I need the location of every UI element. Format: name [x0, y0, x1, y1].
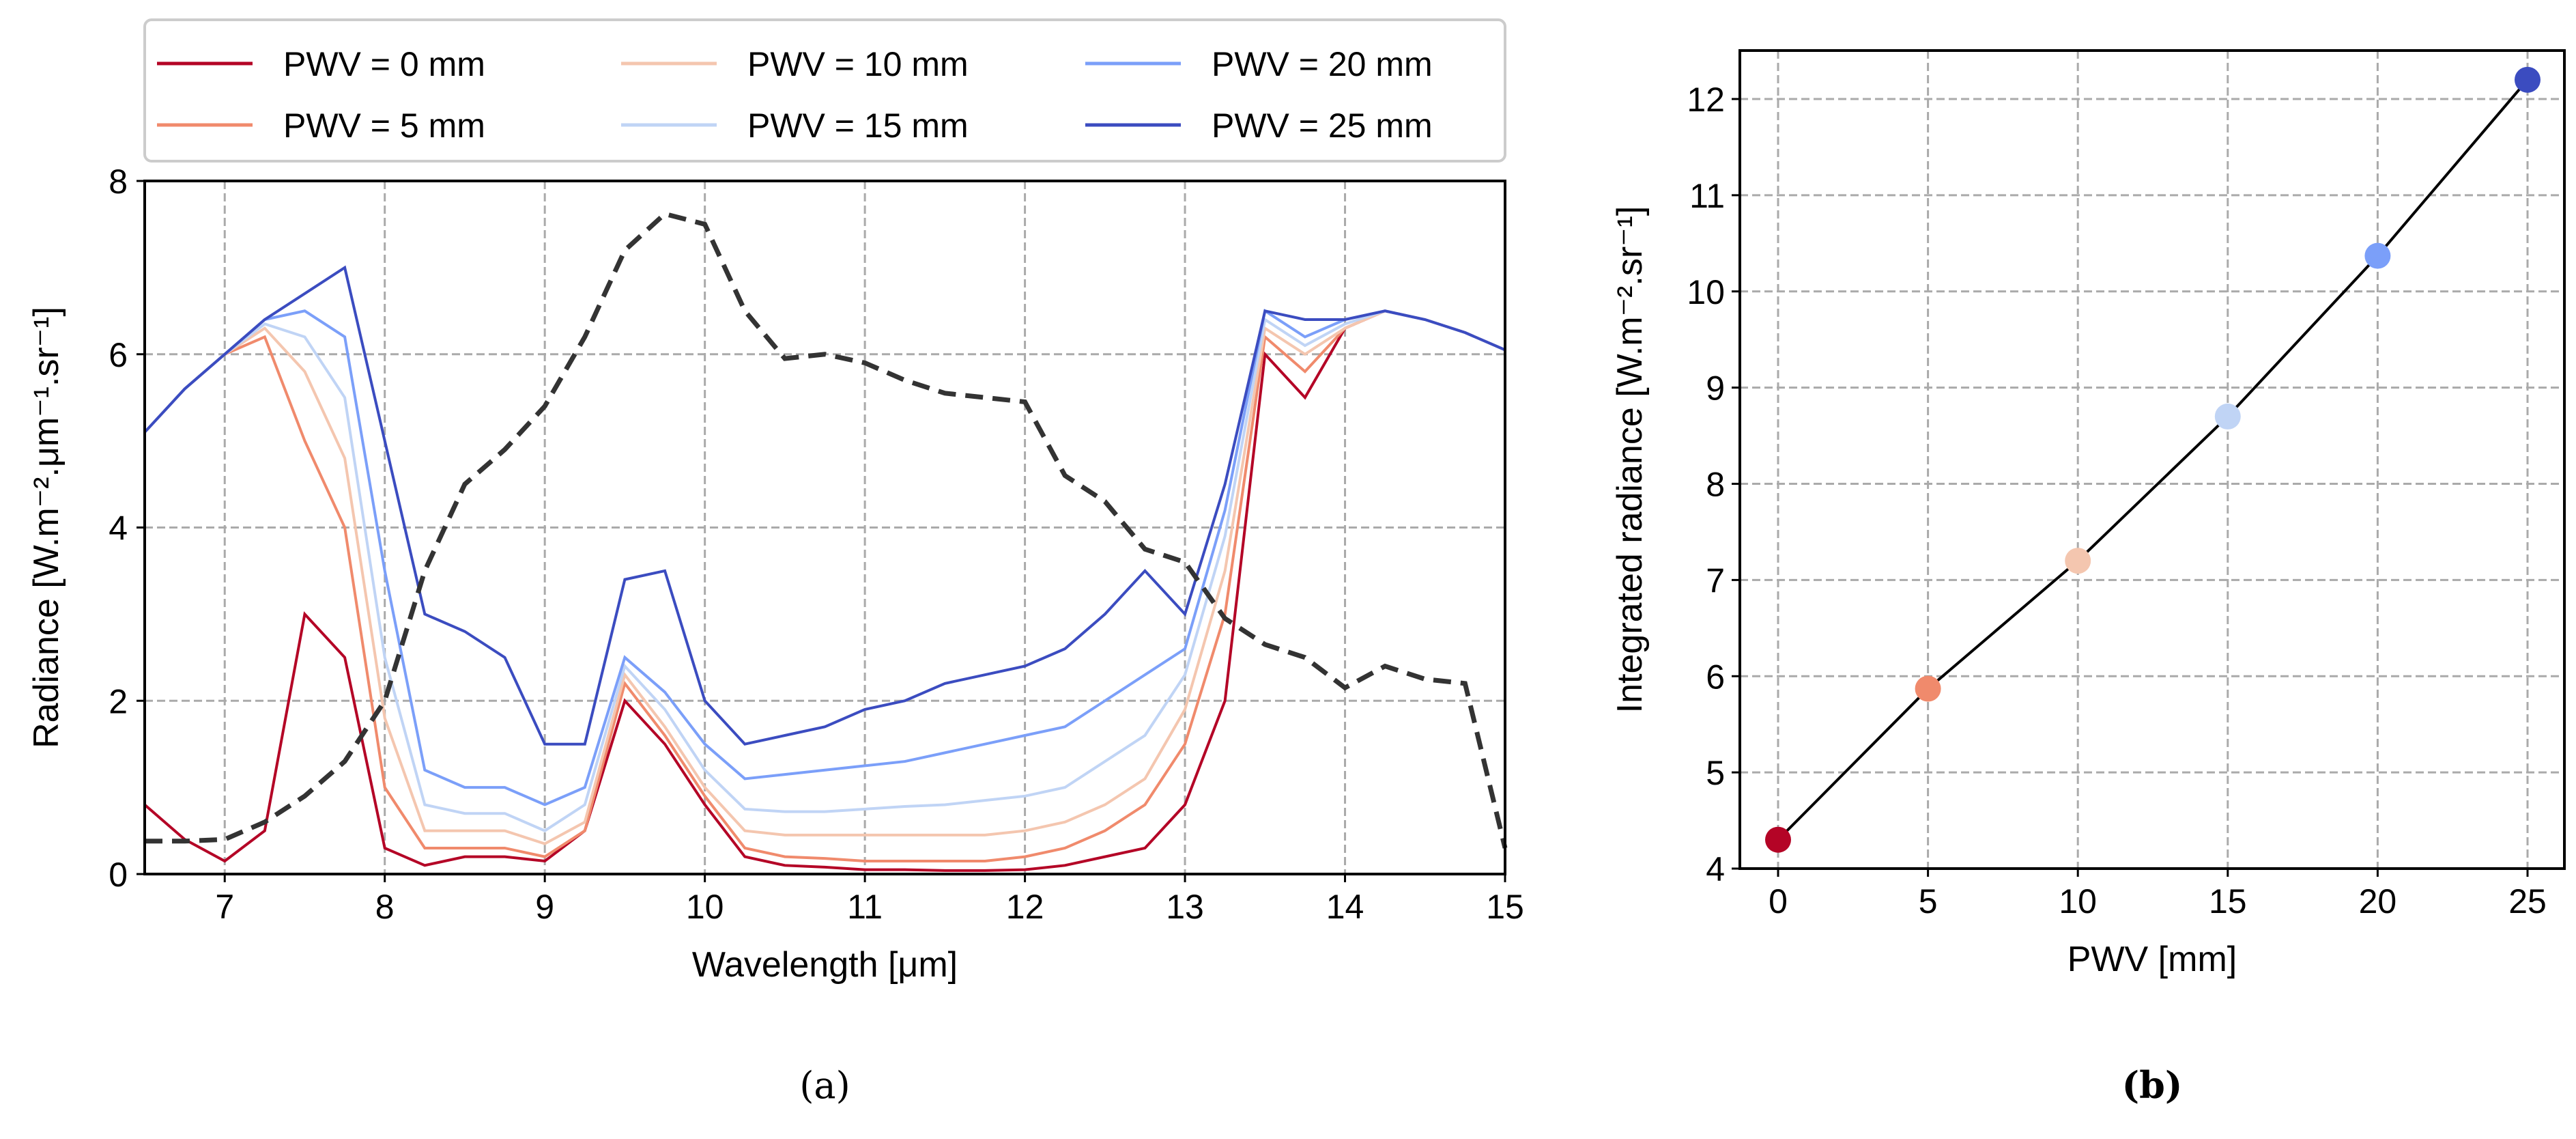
legend-label: PWV = 20 mm: [1212, 45, 1433, 83]
x-tick-label: 12: [1006, 888, 1044, 926]
plot-frame-b: [1738, 49, 2566, 870]
data-point: [1915, 675, 1941, 702]
series-line-5: [143, 265, 1506, 746]
legend-label: PWV = 5 mm: [283, 107, 485, 145]
series-line-2: [143, 309, 1506, 845]
legend-label: PWV = 15 mm: [747, 107, 969, 145]
plot-frame-a: [143, 180, 1506, 875]
x-tick-label: 13: [1166, 888, 1204, 926]
series-line-3: [143, 309, 1506, 832]
data-point: [2214, 403, 2241, 430]
y-tick-label: 12: [1687, 81, 1725, 119]
x-tick-label: 11: [847, 888, 883, 926]
y-tick-label: 2: [109, 682, 128, 720]
x-tick-label: 10: [686, 888, 724, 926]
x-tick-label: 15: [1486, 888, 1524, 926]
data-point: [2364, 242, 2391, 269]
y-tick-label: 5: [1706, 754, 1725, 792]
legend-label: PWV = 0 mm: [283, 45, 485, 83]
data-point: [1765, 826, 1791, 853]
x-tick-label: 10: [2059, 882, 2097, 920]
x-tick-label: 0: [1769, 882, 1788, 920]
y-tick-label: 7: [1706, 561, 1725, 600]
y-tick-label: 4: [1706, 850, 1725, 888]
legend-label: PWV = 10 mm: [747, 45, 969, 83]
x-tick-label: 8: [375, 888, 395, 926]
y-tick-label: 9: [1706, 369, 1725, 408]
panel-label-a: (a): [799, 1064, 850, 1107]
x-tick-label: 20: [2359, 882, 2397, 920]
x-tick-label: 5: [1919, 882, 1938, 920]
y-tick-label: 6: [1706, 658, 1725, 696]
y-tick-label: 10: [1687, 273, 1725, 311]
series-line-1: [143, 309, 1506, 862]
series-line-4: [143, 309, 1506, 806]
series-line-0: [143, 309, 1506, 872]
x-tick-label: 9: [535, 888, 554, 926]
dashed-reference-curve: [145, 211, 1508, 849]
y-tick-label: 11: [1689, 177, 1725, 215]
fit-line: [1777, 79, 2529, 841]
y-tick-label: 8: [1706, 466, 1725, 504]
panel-label-b: (b): [2122, 1063, 2183, 1107]
x-axis-label: Wavelength [μm]: [692, 945, 958, 985]
legend-label: PWV = 25 mm: [1212, 107, 1433, 145]
y-axis-label: Radiance [W.m⁻².μm⁻¹.sr⁻¹]: [27, 307, 66, 748]
y-tick-label: 6: [109, 336, 128, 374]
y-tick-label: 4: [109, 509, 128, 548]
y-tick-label: 8: [109, 163, 128, 201]
x-tick-label: 25: [2508, 882, 2547, 920]
y-tick-label: 0: [109, 856, 128, 894]
x-tick-label: 7: [215, 888, 234, 926]
y-axis-label: Integrated radiance [W.m⁻².sr⁻¹]: [1610, 206, 1650, 714]
x-tick-label: 14: [1326, 888, 1364, 926]
data-point: [2065, 548, 2091, 574]
data-point: [2515, 66, 2541, 93]
x-tick-label: 15: [2209, 882, 2247, 920]
x-axis-label: PWV [mm]: [2067, 940, 2237, 979]
